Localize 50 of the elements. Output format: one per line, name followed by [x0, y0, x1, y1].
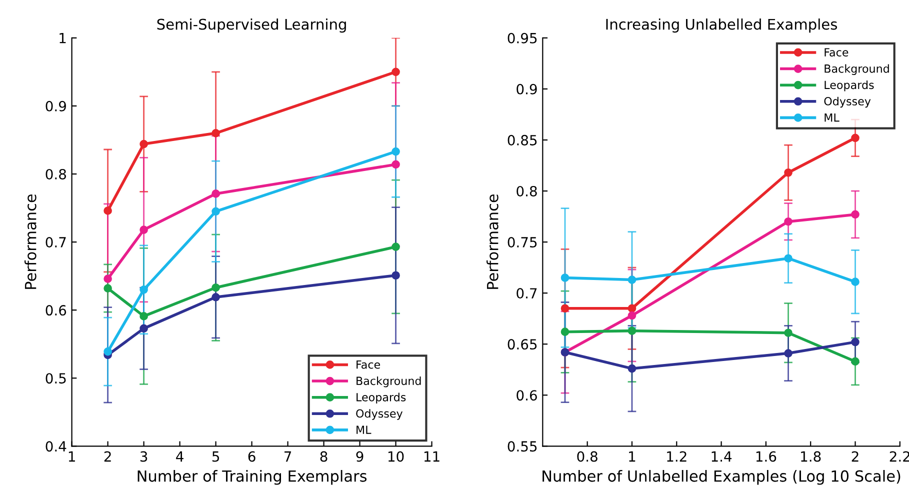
y-tick-label: 0.95 [508, 32, 537, 44]
y-tick-label: 0.6 [516, 390, 537, 401]
x-axis-title: Number of Unlabelled Examples (Log 10 Scale) [542, 470, 900, 485]
y-tick-label: 1 [60, 33, 66, 44]
y-axis-title: Performance [24, 194, 36, 289]
x-axis-title: Number of Training Exemplars [138, 470, 367, 485]
x-tick-label: 2 [104, 451, 111, 462]
legend-label: Odyssey [356, 409, 403, 420]
y-tick-label: 0.55 [508, 441, 537, 452]
y-tick-label: 0.65 [508, 339, 537, 350]
legend-label: Odyssey [824, 96, 871, 108]
legend-label: Face [356, 360, 380, 369]
x-tick-label: 1.6 [756, 451, 776, 462]
x-tick-label: 11 [424, 451, 440, 462]
x-tick-label: 7 [284, 451, 292, 462]
x-tick-label: 5 [212, 451, 219, 462]
y-tick-label: 0.8 [46, 168, 66, 180]
y-tick-label: 0.9 [516, 84, 537, 94]
x-tick-label: 4 [176, 451, 184, 462]
legend-label: Background [356, 376, 421, 388]
x-tick-label: 9 [356, 451, 364, 462]
x-tick-label: 1 [68, 451, 75, 462]
x-tick-label: 1.2 [667, 451, 686, 462]
y-tick-label: 0.7 [516, 288, 537, 299]
x-tick-label: 2 [852, 451, 858, 462]
y-tick-label: 0.75 [508, 236, 537, 248]
legend-label: Background [824, 64, 889, 75]
x-tick-label: 0.8 [577, 451, 598, 462]
chart-title: Increasing Unlabelled Examples [606, 18, 838, 33]
y-tick-label: 0.85 [508, 134, 537, 146]
y-tick-label: 0.6 [46, 305, 66, 316]
legend-label: ML [824, 113, 840, 122]
y-tick-label: 0.7 [46, 236, 66, 248]
chart-title: Semi-Supervised Learning [157, 18, 346, 33]
y-tick-label: 0.5 [46, 373, 66, 384]
x-tick-label: 3 [140, 451, 148, 462]
x-tick-label: 6 [248, 451, 256, 462]
x-tick-label: 1 [629, 451, 636, 462]
x-tick-label: 1.8 [801, 451, 821, 462]
x-tick-label: 1.4 [712, 451, 732, 462]
x-tick-label: 8 [320, 451, 328, 462]
legend-label: Face [824, 48, 848, 57]
legend-label: Leopards [356, 392, 406, 404]
y-axis-title: Performance [486, 194, 498, 289]
y-tick-label: 0.4 [46, 441, 66, 452]
y-tick-label: 0.9 [46, 100, 66, 112]
legend-label: ML [356, 426, 372, 434]
legend-label: Leopards [824, 80, 874, 92]
x-tick-label: 10 [388, 451, 404, 462]
y-tick-label: 0.8 [516, 186, 537, 196]
